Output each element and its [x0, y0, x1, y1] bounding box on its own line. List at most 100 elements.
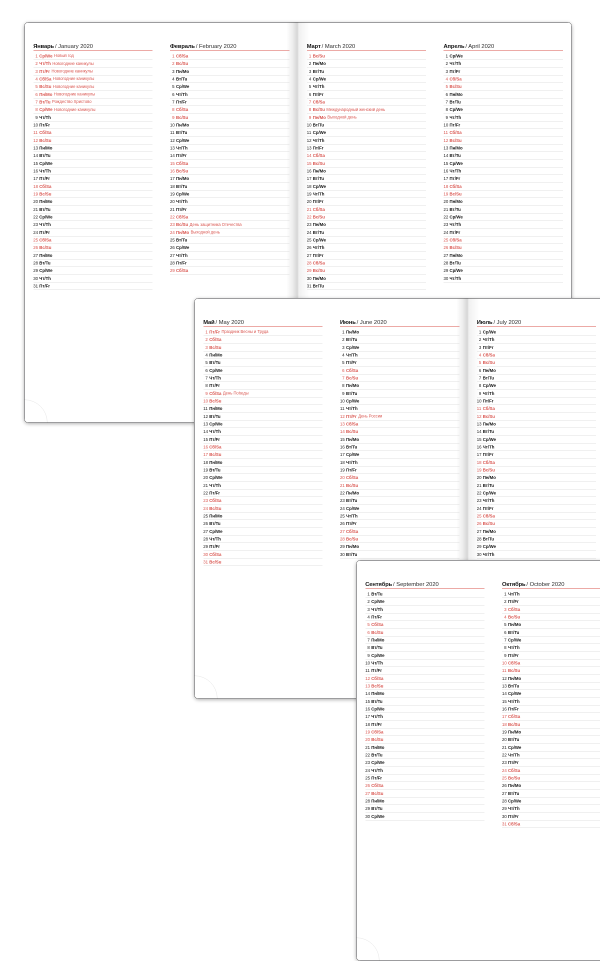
day-row[interactable]: 6Сб/Sa	[340, 367, 459, 375]
day-row[interactable]: 20Вс/Su	[365, 736, 484, 744]
day-row[interactable]: 15Пт/Fr	[203, 436, 322, 444]
day-row[interactable]: 22Сб/Sa	[170, 213, 289, 221]
day-row[interactable]: 27Сб/Sa	[340, 528, 459, 536]
day-row[interactable]: 17Сб/Sa	[502, 713, 600, 721]
day-row[interactable]: 21Пт/Fr	[170, 206, 289, 214]
day-row[interactable]: 5Вс/Su	[444, 83, 563, 91]
day-row[interactable]: 14Чт/Th	[203, 428, 322, 436]
day-row[interactable]: 2Ср/We	[365, 598, 484, 606]
day-row[interactable]: 19Вс/Su	[33, 190, 152, 198]
day-row[interactable]: 9Вс/Su	[170, 114, 289, 122]
day-row[interactable]: 8Вс/SuМеждународный женский день	[307, 106, 426, 114]
day-row[interactable]: 24Вт/Tu	[307, 229, 426, 237]
day-row[interactable]: 3Вт/Tu	[307, 68, 426, 76]
day-row[interactable]: 20Сб/Sa	[340, 474, 459, 482]
day-row[interactable]: 26Чт/Th	[307, 244, 426, 252]
day-row[interactable]: 12Сб/Sa	[365, 675, 484, 683]
day-row[interactable]: 18Сб/Sa	[444, 183, 563, 191]
day-row[interactable]: 8Вт/Tu	[365, 644, 484, 652]
day-row[interactable]: 16Пн/Mo	[307, 167, 426, 175]
day-row[interactable]: 24Вс/Su	[203, 505, 322, 513]
day-row[interactable]: 22Вс/Su	[307, 213, 426, 221]
day-row[interactable]: 21Сб/Sa	[307, 206, 426, 214]
day-row[interactable]: 17Пт/Fr	[477, 451, 596, 459]
day-row[interactable]: 20Пт/Fr	[307, 198, 426, 206]
day-row[interactable]: 29Ср/We	[33, 267, 152, 275]
day-row[interactable]: 30Чт/Th	[33, 275, 152, 283]
day-row[interactable]: 15Чт/Th	[502, 698, 600, 706]
day-row[interactable]: 9Ср/We	[365, 652, 484, 660]
day-row[interactable]: 7Вт/Tu	[477, 374, 596, 382]
day-row[interactable]: 1Пт/FrПраздник Весны и Труда	[203, 329, 322, 337]
day-row[interactable]: 2Пн/Mo	[307, 60, 426, 68]
day-row[interactable]: 11Ср/We	[307, 129, 426, 137]
day-row[interactable]: 20Пн/Mo	[477, 474, 596, 482]
day-row[interactable]: 2Чт/ThНовогодние каникулы	[33, 60, 152, 68]
day-row[interactable]: 23Пт/Fr	[502, 759, 600, 767]
day-row[interactable]: 20Ср/We	[203, 474, 322, 482]
day-row[interactable]: 20Пн/Mo	[33, 198, 152, 206]
day-row[interactable]: 19Ср/We	[170, 190, 289, 198]
day-row[interactable]: 3Сб/Sa	[502, 606, 600, 614]
day-row[interactable]: 25Пт/Fr	[365, 774, 484, 782]
day-row[interactable]: 12Чт/Th	[307, 137, 426, 145]
day-row[interactable]: 8Пн/Mo	[340, 382, 459, 390]
day-row[interactable]: 23Вт/Tu	[340, 497, 459, 505]
day-row[interactable]: 23Чт/Th	[477, 497, 596, 505]
day-row[interactable]: 23Чт/Th	[444, 221, 563, 229]
day-row[interactable]: 27Пн/Mo	[33, 252, 152, 260]
day-row[interactable]: 29Сб/Sa	[170, 267, 289, 275]
day-row[interactable]: 10Ср/We	[340, 397, 459, 405]
day-row[interactable]: 5Вт/Tu	[203, 359, 322, 367]
day-row[interactable]: 5Вс/SuНовогодние каникулы	[33, 83, 152, 91]
day-row[interactable]: 24Пт/Fr	[33, 229, 152, 237]
day-row[interactable]: 27Пн/Mo	[477, 528, 596, 536]
day-row[interactable]: 1Ср/WeНовый год	[33, 53, 152, 61]
day-row[interactable]: 17Пт/Fr	[444, 175, 563, 183]
day-row[interactable]: 18Ср/We	[307, 183, 426, 191]
day-row[interactable]: 11Пн/Mo	[203, 405, 322, 413]
day-row[interactable]: 11Чт/Th	[340, 405, 459, 413]
day-row[interactable]: 24Пт/Fr	[477, 505, 596, 513]
day-row[interactable]: 8Пт/Fr	[203, 382, 322, 390]
day-row[interactable]: 18Пн/Mo	[203, 459, 322, 467]
day-row[interactable]: 15Вт/Tu	[365, 698, 484, 706]
day-row[interactable]: 15Сб/Sa	[170, 160, 289, 168]
day-row[interactable]: 23Ср/We	[365, 759, 484, 767]
day-row[interactable]: 8Ср/We	[477, 382, 596, 390]
day-row[interactable]: 26Вт/Tu	[203, 520, 322, 528]
day-row[interactable]: 11Вс/Su	[502, 667, 600, 675]
day-row[interactable]: 18Чт/Th	[340, 459, 459, 467]
day-row[interactable]: 21Вт/Tu	[444, 206, 563, 214]
day-row[interactable]: 8Сб/Sa	[170, 106, 289, 114]
day-row[interactable]: 22Пт/Fr	[203, 489, 322, 497]
day-row[interactable]: 8Ср/We	[444, 106, 563, 114]
day-row[interactable]: 29Пт/Fr	[203, 543, 322, 551]
day-row[interactable]: 16Вс/Su	[170, 167, 289, 175]
day-row[interactable]: 4Ср/We	[307, 75, 426, 83]
day-row[interactable]: 1Вс/Su	[307, 53, 426, 61]
day-row[interactable]: 11Пт/Fr	[365, 667, 484, 675]
day-row[interactable]: 13Сб/Sa	[340, 420, 459, 428]
day-row[interactable]: 2Сб/Sa	[203, 336, 322, 344]
day-row[interactable]: 18Сб/Sa	[33, 183, 152, 191]
day-row[interactable]: 1Вт/Tu	[365, 591, 484, 599]
day-row[interactable]: 19Вт/Tu	[203, 466, 322, 474]
day-row[interactable]: 9Вт/Tu	[340, 390, 459, 398]
day-row[interactable]: 12Вс/Su	[477, 413, 596, 421]
day-row[interactable]: 4Чт/Th	[340, 351, 459, 359]
day-row[interactable]: 15Ср/We	[477, 436, 596, 444]
day-row[interactable]: 21Вс/Su	[340, 482, 459, 490]
day-row[interactable]: 18Вс/Su	[502, 721, 600, 729]
day-row[interactable]: 14Вт/Tu	[33, 152, 152, 160]
day-row[interactable]: 16Сб/Sa	[203, 443, 322, 451]
day-row[interactable]: 15Пн/Mo	[340, 436, 459, 444]
day-row[interactable]: 22Чт/Th	[502, 751, 600, 759]
day-row[interactable]: 31Сб/Sa	[502, 820, 600, 828]
day-row[interactable]: 29Пн/Mo	[340, 543, 459, 551]
day-row[interactable]: 17Вт/Tu	[307, 175, 426, 183]
day-row[interactable]: 10Пн/Mo	[170, 121, 289, 129]
day-row[interactable]: 30Чт/Th	[477, 551, 596, 559]
day-row[interactable]: 28Ср/We	[502, 797, 600, 805]
day-row[interactable]: 5Пн/Mo	[502, 621, 600, 629]
